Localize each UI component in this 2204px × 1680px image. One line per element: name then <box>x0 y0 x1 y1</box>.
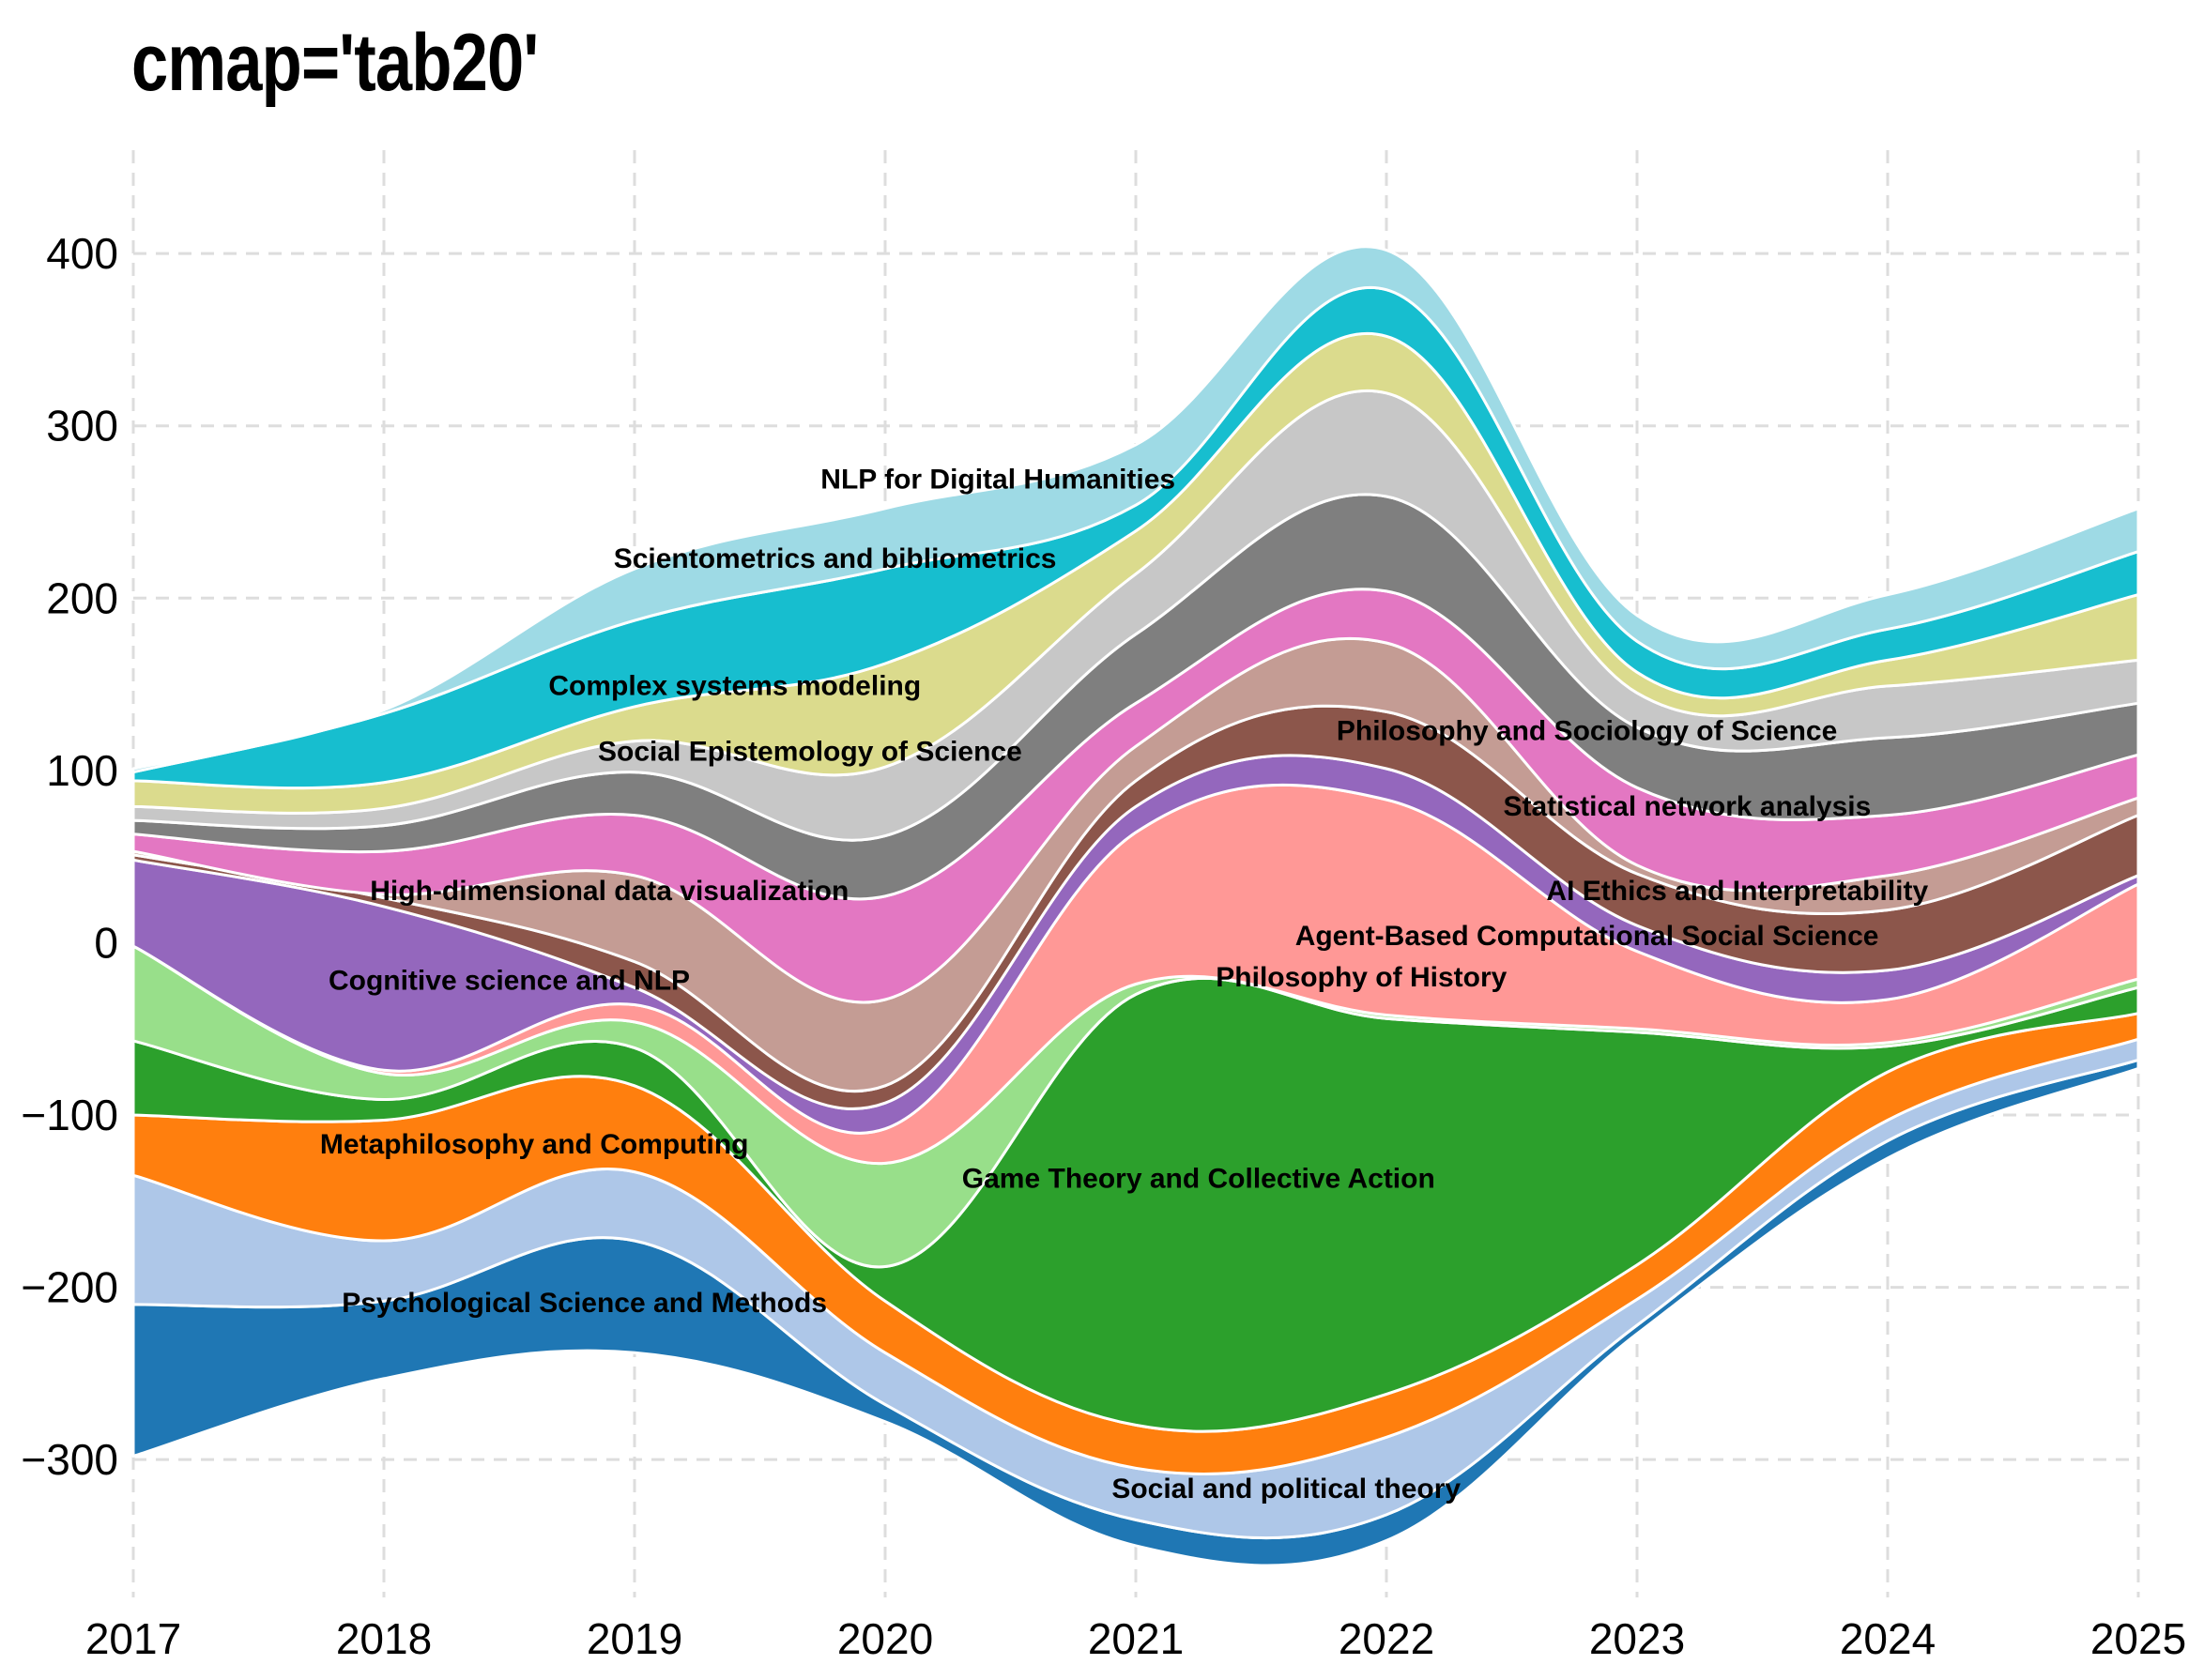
x-tick-label: 2024 <box>1840 1614 1936 1663</box>
x-tick-label: 2017 <box>85 1614 181 1663</box>
x-tick-label: 2019 <box>587 1614 682 1663</box>
label-social-and-political-theory: Social and political theory <box>1111 1474 1461 1504</box>
label-statistical-network-analysis: Statistical network analysis <box>1503 791 1871 822</box>
x-tick-label: 2018 <box>336 1614 432 1663</box>
y-tick-label: 200 <box>46 573 118 622</box>
chart-title: cmap='tab20' <box>131 18 539 108</box>
y-tick-label: 400 <box>46 229 118 278</box>
label-philosophy-and-sociology-of-science: Philosophy and Sociology of Science <box>1337 715 1837 746</box>
y-tick-label: 300 <box>46 402 118 451</box>
label-ai-ethics-and-interpretability: AI Ethics and Interpretability <box>1546 876 1928 907</box>
y-tick-label: 0 <box>94 918 118 967</box>
axis-ticks: 2017 2018 2019 2020 2021 2022 2023 2024 2025 −300… <box>21 229 2186 1663</box>
label-psychological-science-and-methods: Psychological Science and Methods <box>342 1288 827 1319</box>
label-scientometrics-and-bibliometrics: Scientometrics and bibliometrics <box>614 543 1057 574</box>
y-tick-label: −200 <box>21 1263 118 1312</box>
label-nlp-for-digital-humanities: NLP for Digital Humanities <box>820 464 1175 495</box>
y-tick-label: −300 <box>21 1435 118 1484</box>
label-metaphilosophy-and-computing: Metaphilosophy and Computing <box>320 1129 749 1160</box>
label-complex-systems-modeling: Complex systems modeling <box>548 671 921 702</box>
label-social-epistemology-of-science: Social Epistemology of Science <box>598 736 1022 767</box>
label-high-dimensional-data-visualization: High-dimensional data visualization <box>370 876 849 907</box>
stream-nlp-for-digital-humanities <box>131 245 2140 774</box>
label-cognitive-science-and-nlp: Cognitive science and NLP <box>329 966 690 997</box>
label-philosophy-of-history: Philosophy of History <box>1216 962 1507 993</box>
y-tick-label: 100 <box>46 746 118 795</box>
x-tick-label: 2020 <box>837 1614 933 1663</box>
x-tick-label: 2025 <box>2090 1614 2186 1663</box>
x-tick-label: 2022 <box>1339 1614 1434 1663</box>
y-tick-label: −100 <box>21 1091 118 1139</box>
x-tick-label: 2023 <box>1589 1614 1685 1663</box>
label-game-theory-and-collective-action: Game Theory and Collective Action <box>962 1164 1435 1195</box>
x-tick-label: 2021 <box>1088 1614 1184 1663</box>
label-agent-based-computational-social-science: Agent-Based Computational Social Science <box>1295 921 1879 952</box>
stream-labels: Psychological Science and Methods Social … <box>320 464 1929 1504</box>
stream-layers <box>131 245 2140 1567</box>
